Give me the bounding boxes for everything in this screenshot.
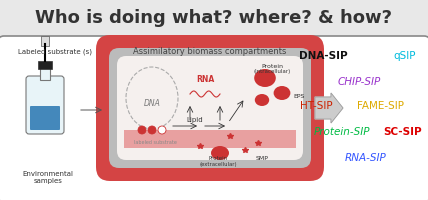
Text: HT-SIP: HT-SIP	[300, 101, 333, 111]
Text: Environmental
samples: Environmental samples	[23, 171, 74, 184]
Text: FAME-SIP: FAME-SIP	[357, 101, 404, 111]
Text: DNA: DNA	[143, 98, 160, 108]
FancyArrow shape	[315, 93, 343, 123]
FancyBboxPatch shape	[124, 130, 296, 148]
FancyBboxPatch shape	[0, 36, 428, 200]
Ellipse shape	[126, 67, 178, 129]
Text: RNA-SIP: RNA-SIP	[345, 153, 387, 163]
FancyBboxPatch shape	[109, 48, 311, 168]
Bar	[38, 61, 52, 69]
Ellipse shape	[255, 94, 269, 106]
FancyArrow shape	[315, 93, 343, 123]
Ellipse shape	[273, 86, 291, 100]
Bar	[40, 66, 50, 80]
Text: EPS: EPS	[294, 94, 305, 98]
Text: Lipid: Lipid	[187, 117, 203, 123]
Text: Who is doing what? where? & how?: Who is doing what? where? & how?	[36, 9, 392, 27]
Ellipse shape	[211, 146, 229, 160]
Circle shape	[158, 126, 166, 134]
Circle shape	[138, 126, 146, 134]
Text: CHIP-SIP: CHIP-SIP	[338, 77, 381, 87]
Text: Protein-SIP: Protein-SIP	[314, 127, 371, 137]
Text: RNA: RNA	[196, 75, 214, 84]
Text: Assimilatory biomass compartments: Assimilatory biomass compartments	[133, 47, 287, 56]
Text: DNA-SIP: DNA-SIP	[299, 51, 348, 61]
Text: Labeled substrate (s): Labeled substrate (s)	[18, 49, 92, 55]
Ellipse shape	[254, 69, 276, 87]
Text: Protein: Protein	[208, 156, 228, 161]
Text: (intracellular): (intracellular)	[253, 70, 291, 74]
Text: SMP: SMP	[256, 156, 268, 161]
Text: (extracellular): (extracellular)	[199, 162, 237, 167]
Text: labeled substrate: labeled substrate	[134, 140, 176, 146]
Bar	[41, 36, 49, 46]
Text: qSIP: qSIP	[393, 51, 416, 61]
Text: SC-SIP: SC-SIP	[383, 127, 422, 137]
FancyBboxPatch shape	[26, 76, 64, 134]
FancyBboxPatch shape	[1, 1, 427, 39]
FancyBboxPatch shape	[96, 35, 324, 181]
Circle shape	[148, 126, 156, 134]
Text: Protein: Protein	[261, 64, 283, 68]
FancyBboxPatch shape	[117, 56, 303, 160]
FancyBboxPatch shape	[30, 106, 60, 130]
